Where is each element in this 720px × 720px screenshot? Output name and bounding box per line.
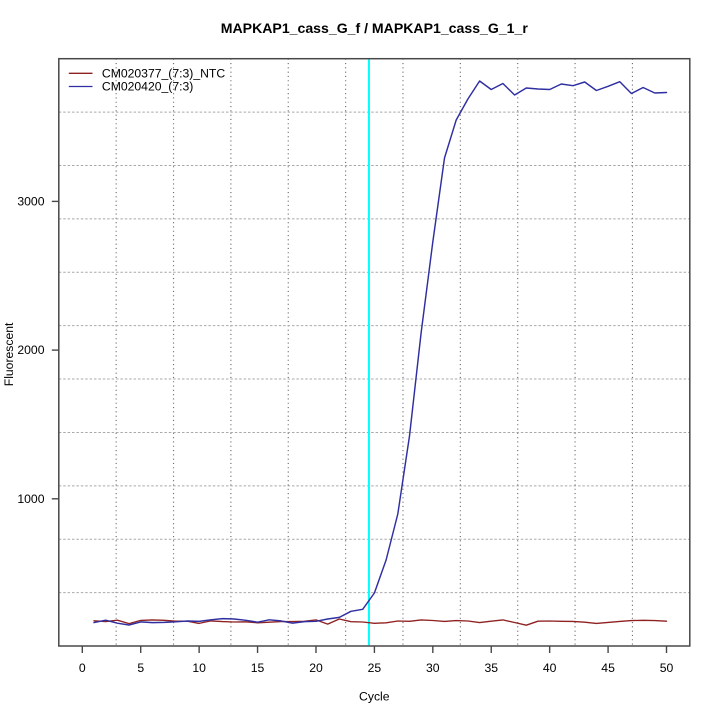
- svg-text:40: 40: [543, 661, 557, 675]
- svg-text:Cycle: Cycle: [359, 690, 390, 704]
- svg-text:15: 15: [251, 661, 265, 675]
- svg-text:0: 0: [79, 661, 86, 675]
- svg-text:Fluorescent: Fluorescent: [2, 322, 16, 386]
- svg-text:2000: 2000: [17, 343, 44, 357]
- svg-text:50: 50: [660, 661, 674, 675]
- svg-text:CM020377_(7:3)_NTC: CM020377_(7:3)_NTC: [102, 66, 225, 80]
- svg-text:1000: 1000: [17, 492, 44, 506]
- svg-text:3000: 3000: [17, 195, 44, 209]
- svg-text:5: 5: [137, 661, 144, 675]
- svg-text:20: 20: [309, 661, 323, 675]
- svg-text:25: 25: [368, 661, 382, 675]
- svg-text:10: 10: [192, 661, 206, 675]
- svg-text:MAPKAP1_cass_G_f / MAPKAP1_cas: MAPKAP1_cass_G_f / MAPKAP1_cass_G_1_r: [221, 20, 529, 36]
- svg-text:35: 35: [484, 661, 498, 675]
- svg-text:45: 45: [601, 661, 615, 675]
- svg-text:30: 30: [426, 661, 440, 675]
- svg-text:CM020420_(7:3): CM020420_(7:3): [102, 79, 193, 93]
